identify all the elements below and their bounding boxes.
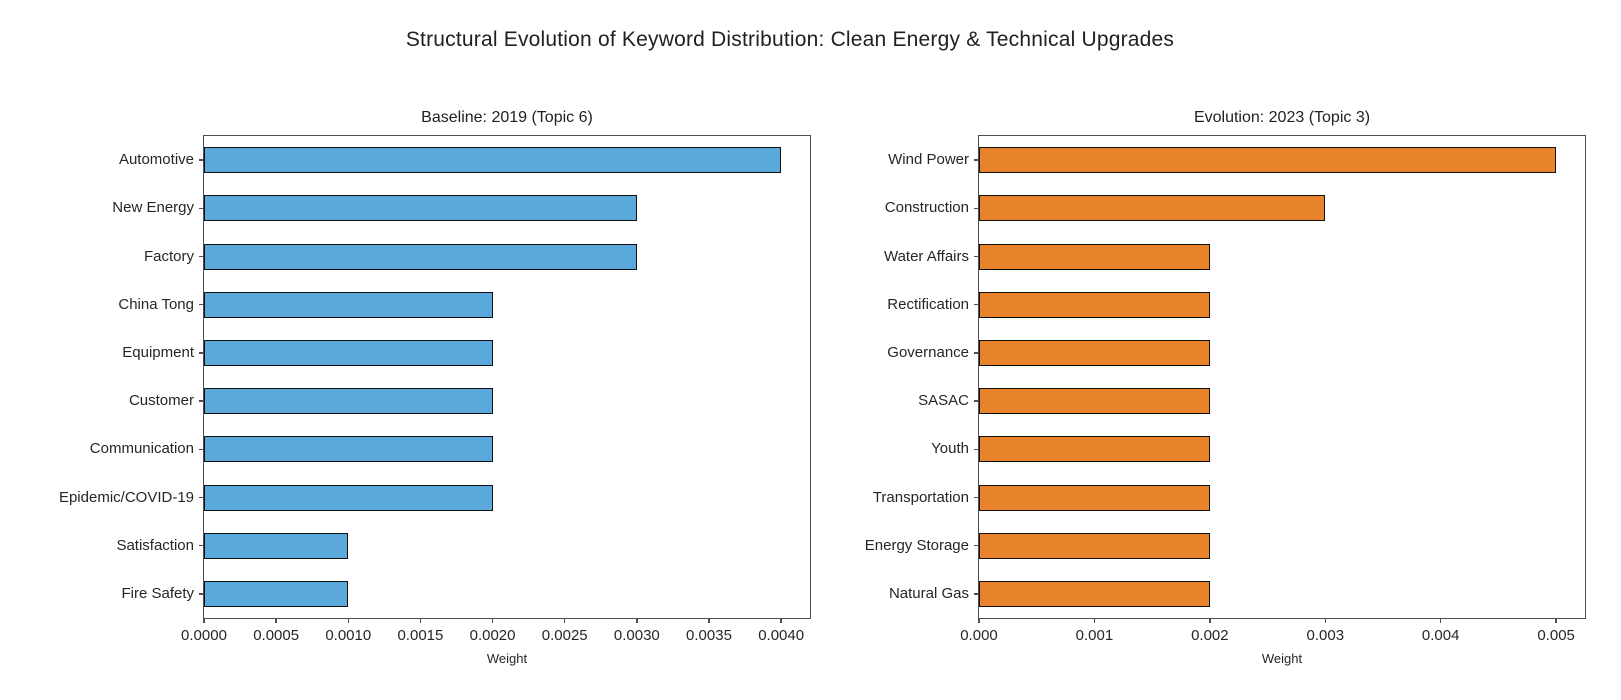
x-tick [491, 618, 494, 623]
y-tick [199, 352, 204, 354]
y-axis-category-label: China Tong [118, 295, 194, 313]
y-tick [199, 544, 204, 547]
baseline-x-axis-label: Weight [486, 651, 528, 666]
y-axis-category-label: New Energy [112, 199, 194, 217]
y-axis-category-label: Water Affairs [883, 247, 969, 265]
y-tick [199, 448, 204, 451]
bar-construction [979, 195, 1326, 222]
baseline-2019-chart: Baseline: 2019 (Topic 6) Weight Automoti… [59, 109, 811, 666]
x-tick-label: 0.0035 [686, 627, 732, 644]
bar-china-tong [204, 291, 493, 318]
x-tick [1555, 618, 1557, 623]
y-tick [199, 496, 204, 499]
bar-energy-storage [979, 532, 1210, 559]
y-axis-category-label: Equipment [122, 343, 194, 361]
baseline-chart-title: Baseline: 2019 (Topic 6) [421, 109, 593, 126]
figure-title: Structural Evolution of Keyword Distribu… [405, 28, 1175, 51]
x-tick [563, 618, 566, 623]
y-tick [974, 448, 979, 451]
x-tick [1439, 618, 1442, 623]
bar-water-affairs [979, 243, 1210, 270]
y-axis-category-label: Natural Gas [888, 584, 969, 602]
y-tick [199, 303, 204, 306]
bar-fire-safety [204, 580, 349, 607]
x-tick [636, 618, 638, 623]
y-axis-category-label: Satisfaction [116, 536, 194, 554]
x-tick-label: 0.005 [1537, 627, 1575, 644]
y-tick [199, 593, 204, 595]
x-tick [203, 618, 205, 623]
y-tick [199, 255, 204, 258]
bar-sasac [979, 388, 1210, 415]
y-axis-category-label: Energy Storage [864, 536, 969, 554]
bar-communication [204, 436, 493, 463]
y-tick [199, 207, 204, 210]
bar-youth [979, 436, 1210, 463]
x-tick-label: 0.001 [1075, 627, 1114, 644]
x-tick [419, 618, 422, 623]
y-axis-category-label: Transportation [872, 488, 969, 506]
x-tick-label: 0.0030 [613, 627, 660, 644]
x-tick [1209, 618, 1211, 623]
y-tick [974, 593, 979, 595]
x-tick [1324, 618, 1327, 623]
bar-equipment [204, 339, 493, 366]
y-tick [199, 400, 204, 402]
x-tick-label: 0.0025 [541, 627, 588, 644]
y-axis-category-label: Customer [128, 392, 194, 410]
bar-governance [979, 339, 1210, 366]
bar-customer [204, 388, 493, 415]
y-tick [974, 352, 979, 354]
bar-new-energy [204, 195, 637, 222]
y-axis-category-label: Epidemic/COVID-19 [58, 488, 194, 506]
x-tick-label: 0.0005 [253, 627, 300, 644]
y-tick [199, 159, 204, 161]
x-tick [1093, 618, 1096, 623]
bar-rectification [979, 291, 1210, 318]
y-axis-category-label: Rectification [887, 295, 969, 313]
evolution-chart-title: Evolution: 2023 (Topic 3) [1193, 109, 1371, 126]
evolution-2023-chart: Evolution: 2023 (Topic 3) Weight Wind Po… [865, 109, 1586, 666]
x-tick-label: 0.003 [1306, 627, 1345, 644]
x-tick-label: 0.0040 [758, 627, 805, 644]
bar-factory [204, 243, 637, 270]
y-axis-category-label: SASAC [918, 392, 969, 410]
x-tick-label: 0.000 [960, 627, 998, 644]
y-axis-category-label: Communication [89, 440, 194, 458]
bar-epidemic-covid-19 [204, 484, 493, 511]
bar-transportation [979, 484, 1210, 511]
x-tick-label: 0.002 [1191, 627, 1229, 644]
x-tick [347, 618, 350, 623]
y-tick [974, 159, 979, 161]
bar-satisfaction [204, 532, 349, 559]
x-tick-label: 0.004 [1421, 627, 1460, 644]
y-tick [974, 544, 979, 547]
x-tick-label: 0.0010 [325, 627, 372, 644]
bar-wind-power [979, 147, 1557, 174]
x-tick [708, 618, 710, 623]
x-tick-label: 0.0015 [397, 627, 444, 644]
y-tick [974, 496, 979, 499]
y-axis-category-label: Youth [931, 440, 969, 458]
y-tick [974, 400, 979, 402]
y-axis-category-label: Governance [887, 343, 969, 361]
y-axis-category-label: Fire Safety [121, 584, 194, 602]
x-tick [780, 618, 782, 623]
x-tick-label: 0.0020 [469, 627, 516, 644]
y-tick [974, 255, 979, 258]
x-tick [275, 618, 277, 623]
x-tick [978, 618, 980, 623]
bar-natural-gas [979, 580, 1210, 607]
y-axis-category-label: Wind Power [888, 151, 969, 169]
y-tick [974, 207, 979, 210]
y-axis-category-label: Factory [143, 247, 194, 265]
x-tick-label: 0.0000 [181, 627, 227, 644]
evolution-x-axis-label: Weight [1261, 651, 1303, 666]
y-axis-category-label: Automotive [118, 151, 194, 169]
y-axis-category-label: Construction [884, 199, 969, 217]
bar-automotive [204, 147, 782, 174]
y-tick [974, 303, 979, 306]
